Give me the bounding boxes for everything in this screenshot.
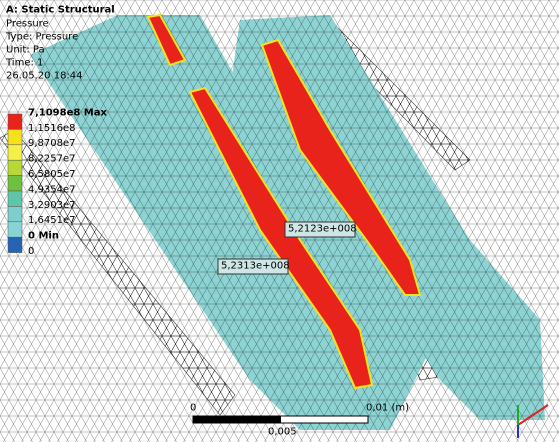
legend-label: 3,2903e7 [28,200,76,211]
legend-label: 0 [28,246,34,257]
scale-bar-half [193,416,281,423]
header-line: Time: 1 [5,57,43,68]
legend-label: 1,1516e8 [28,123,76,134]
legend-swatch [8,145,22,160]
scale-start: 0 [190,402,196,413]
header-line: Type: Pressure [5,31,78,42]
header-line: Pressure [6,18,49,29]
scale-mid: 0,005 [268,426,297,437]
model-view: 5,2123e+008 5,2313e+008 A: Static Struct… [0,0,559,442]
viewport: 5,2123e+008 5,2313e+008 A: Static Struct… [0,0,559,442]
probe-label: 5,2123e+008 [288,223,357,234]
legend-swatch [8,176,22,191]
scale-end: 0,01 (m) [366,402,409,413]
legend-swatch [8,160,22,175]
legend-label: 4,9354e7 [28,184,76,195]
legend-label: 0 Min [28,231,59,242]
legend-label: 7,1098e8 Max [28,107,108,118]
legend-swatch [8,237,22,252]
header-line: 26.05.20 18:44 [6,70,83,81]
header-line: Unit: Pa [6,44,45,55]
legend-swatch [8,206,22,221]
legend-swatch [8,129,22,144]
legend-swatch [8,191,22,206]
legend-label: 6,5805e7 [28,169,76,180]
legend-swatch [8,222,22,237]
header-title: A: Static Structural [6,4,115,15]
legend-swatch [8,114,22,129]
legend-label: 8,2257e7 [28,154,76,165]
legend-label: 1,6451e7 [28,215,76,226]
probe-label: 5,2313e+008 [221,260,290,271]
legend-label: 9,8708e7 [28,138,76,149]
